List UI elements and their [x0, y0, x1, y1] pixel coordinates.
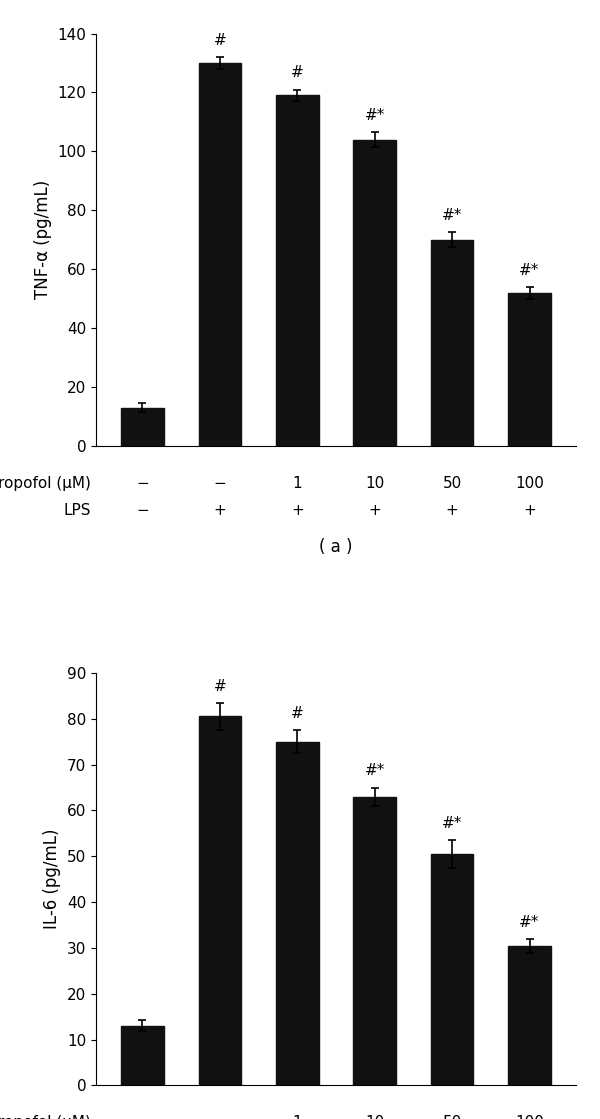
- Bar: [353, 140, 396, 446]
- Text: #*: #*: [365, 763, 385, 779]
- Text: 100: 100: [515, 476, 544, 491]
- Text: ( a ): ( a ): [319, 538, 353, 556]
- Bar: [276, 95, 319, 446]
- Text: −: −: [214, 1115, 226, 1119]
- Text: 10: 10: [365, 1115, 385, 1119]
- Bar: [276, 742, 319, 1085]
- Text: +: +: [368, 502, 381, 517]
- Bar: [199, 63, 241, 446]
- Text: 1: 1: [292, 1115, 302, 1119]
- Text: −: −: [136, 1115, 149, 1119]
- Text: +: +: [523, 502, 536, 517]
- Text: #*: #*: [520, 914, 540, 930]
- Text: 10: 10: [365, 476, 385, 491]
- Text: LPS: LPS: [64, 502, 91, 517]
- Text: Propofol (μM): Propofol (μM): [0, 1115, 91, 1119]
- Bar: [431, 854, 473, 1085]
- Bar: [121, 407, 164, 446]
- Text: 50: 50: [443, 476, 462, 491]
- Text: #*: #*: [520, 263, 540, 278]
- Text: #*: #*: [442, 208, 463, 224]
- Bar: [508, 946, 551, 1085]
- Text: Propofol (μM): Propofol (μM): [0, 476, 91, 491]
- Text: #: #: [214, 678, 226, 694]
- Text: +: +: [291, 502, 304, 517]
- Y-axis label: IL-6 (pg/mL): IL-6 (pg/mL): [43, 829, 61, 930]
- Bar: [508, 293, 551, 446]
- Text: 100: 100: [515, 1115, 544, 1119]
- Bar: [353, 797, 396, 1085]
- Bar: [431, 239, 473, 446]
- Text: −: −: [214, 476, 226, 491]
- Bar: [121, 1026, 164, 1085]
- Text: +: +: [214, 502, 226, 517]
- Text: −: −: [136, 502, 149, 517]
- Text: +: +: [446, 502, 458, 517]
- Text: #: #: [214, 34, 226, 48]
- Text: 50: 50: [443, 1115, 462, 1119]
- Text: #: #: [291, 706, 304, 721]
- Bar: [199, 716, 241, 1085]
- Y-axis label: TNF-α (pg/mL): TNF-α (pg/mL): [34, 180, 52, 300]
- Text: #*: #*: [365, 109, 385, 123]
- Text: #*: #*: [442, 816, 463, 831]
- Text: 1: 1: [292, 476, 302, 491]
- Text: −: −: [136, 476, 149, 491]
- Text: #: #: [291, 66, 304, 81]
